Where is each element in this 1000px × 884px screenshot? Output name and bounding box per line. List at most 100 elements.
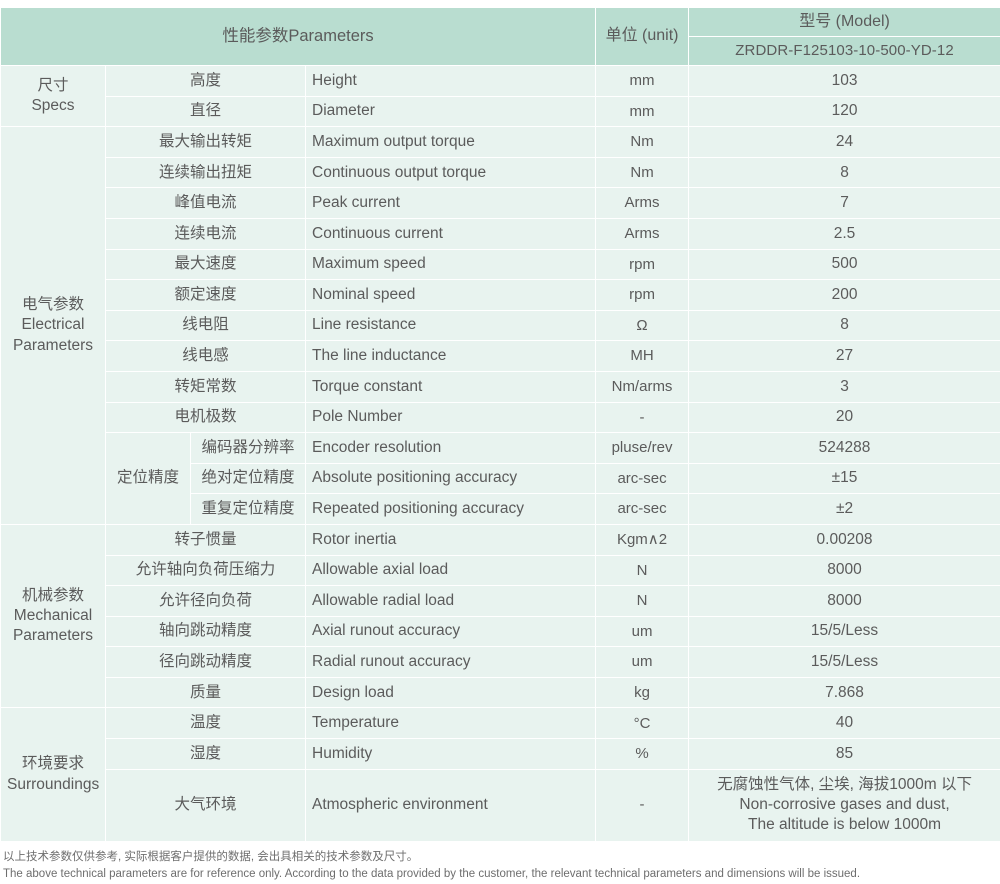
param-name-en: Peak current <box>306 188 596 219</box>
param-name-cn: 线电阻 <box>106 310 306 341</box>
footnote-cn: 以上技术参数仅供参考, 实际根据客户提供的数据, 会出具相关的技术参数及尺寸。 <box>3 849 1000 867</box>
param-unit: Nm <box>596 157 689 188</box>
group-label-mechanical: 机械参数 Mechanical Parameters <box>1 524 106 708</box>
param-value: 20 <box>689 402 1000 433</box>
param-value: 7 <box>689 188 1000 219</box>
table-row: 径向跳动精度 Radial runout accuracy um 15/5/Le… <box>1 647 1000 678</box>
param-unit: mm <box>596 96 689 127</box>
param-name-en: Design load <box>306 677 596 708</box>
table-row: 电机极数 Pole Number - 20 <box>1 402 1000 433</box>
param-name-en: Nominal speed <box>306 280 596 311</box>
param-name-en: Torque constant <box>306 371 596 402</box>
param-unit: N <box>596 555 689 586</box>
table-row: 允许径向负荷 Allowable radial load N 8000 <box>1 586 1000 617</box>
param-name-cn: 湿度 <box>106 739 306 770</box>
param-value: 40 <box>689 708 1000 739</box>
param-name-cn: 温度 <box>106 708 306 739</box>
header-row-1: 性能参数Parameters 单位 (unit) 型号 (Model) <box>1 8 1000 37</box>
table-row: 尺寸 Specs 高度 Height mm 103 <box>1 66 1000 97</box>
param-name-en: Temperature <box>306 708 596 739</box>
param-name-cn: 最大速度 <box>106 249 306 280</box>
param-name-cn: 绝对定位精度 <box>191 463 306 494</box>
param-unit: - <box>596 769 689 841</box>
param-name-cn: 允许径向负荷 <box>106 586 306 617</box>
table-row: 连续输出扭矩 Continuous output torque Nm 8 <box>1 157 1000 188</box>
header-model-label: 型号 (Model) <box>689 8 1000 37</box>
param-value: 524288 <box>689 433 1000 464</box>
param-unit: um <box>596 616 689 647</box>
table-row: 线电感 The line inductance MH 27 <box>1 341 1000 372</box>
param-value: 15/5/Less <box>689 616 1000 647</box>
table-row: 电气参数 Electrical Parameters 最大输出转矩 Maximu… <box>1 127 1000 158</box>
table-row: 额定速度 Nominal speed rpm 200 <box>1 280 1000 311</box>
param-value-atmosphere: 无腐蚀性气体, 尘埃, 海拔1000m 以下 Non-corrosive gas… <box>689 769 1000 841</box>
param-name-cn: 转矩常数 <box>106 371 306 402</box>
table-row: 连续电流 Continuous current Arms 2.5 <box>1 218 1000 249</box>
table-row: 直径 Diameter mm 120 <box>1 96 1000 127</box>
param-name-en: Allowable axial load <box>306 555 596 586</box>
param-name-en: Height <box>306 66 596 97</box>
param-value: 24 <box>689 127 1000 158</box>
param-unit: °C <box>596 708 689 739</box>
param-name-en: Atmospheric environment <box>306 769 596 841</box>
param-unit: Arms <box>596 188 689 219</box>
param-name-cn: 线电感 <box>106 341 306 372</box>
group-label-en: Specs <box>31 97 74 114</box>
param-name-cn: 径向跳动精度 <box>106 647 306 678</box>
header-parameters: 性能参数Parameters <box>1 8 596 66</box>
param-unit: rpm <box>596 249 689 280</box>
param-name-cn: 重复定位精度 <box>191 494 306 525</box>
param-value: 8 <box>689 310 1000 341</box>
group-label-cn: 机械参数 <box>22 587 84 604</box>
group-label-specs: 尺寸 Specs <box>1 66 106 127</box>
param-name-en: Maximum output torque <box>306 127 596 158</box>
param-value: ±2 <box>689 494 1000 525</box>
param-name-en: Line resistance <box>306 310 596 341</box>
group-label-cn: 电气参数 <box>22 296 84 313</box>
param-value: 8 <box>689 157 1000 188</box>
param-name-cn: 最大输出转矩 <box>106 127 306 158</box>
table-row: 定位精度 编码器分辨率 Encoder resolution pluse/rev… <box>1 433 1000 464</box>
param-unit: Kgm∧2 <box>596 524 689 555</box>
param-name-en: Humidity <box>306 739 596 770</box>
param-unit: Arms <box>596 218 689 249</box>
group-label-en: Parameters <box>13 337 93 354</box>
param-unit: um <box>596 647 689 678</box>
param-unit: Ω <box>596 310 689 341</box>
group-label-en: Electrical <box>22 316 85 333</box>
param-name-en: Encoder resolution <box>306 433 596 464</box>
param-unit: % <box>596 739 689 770</box>
table-row: 允许轴向负荷压缩力 Allowable axial load N 8000 <box>1 555 1000 586</box>
atmosphere-line-3: The altitude is below 1000m <box>695 815 994 835</box>
param-name-cn: 编码器分辨率 <box>191 433 306 464</box>
table-header: 性能参数Parameters 单位 (unit) 型号 (Model) ZRDD… <box>1 8 1000 66</box>
param-name-cn: 峰值电流 <box>106 188 306 219</box>
table-row-atmosphere: 大气环境 Atmospheric environment - 无腐蚀性气体, 尘… <box>1 769 1000 841</box>
param-name-cn: 电机极数 <box>106 402 306 433</box>
param-unit: mm <box>596 66 689 97</box>
param-name-en: Pole Number <box>306 402 596 433</box>
param-name-cn: 连续输出扭矩 <box>106 157 306 188</box>
param-value: 8000 <box>689 586 1000 617</box>
param-name-cn: 轴向跳动精度 <box>106 616 306 647</box>
param-name-en: Radial runout accuracy <box>306 647 596 678</box>
param-unit: arc-sec <box>596 463 689 494</box>
param-name-en: Maximum speed <box>306 249 596 280</box>
param-name-en: Absolute positioning accuracy <box>306 463 596 494</box>
param-unit: N <box>596 586 689 617</box>
param-value: ±15 <box>689 463 1000 494</box>
param-name-en: Continuous output torque <box>306 157 596 188</box>
param-value: 3 <box>689 371 1000 402</box>
param-unit: Nm <box>596 127 689 158</box>
header-model-value: ZRDDR-F125103-10-500-YD-12 <box>689 37 1000 66</box>
param-name-cn: 允许轴向负荷压缩力 <box>106 555 306 586</box>
table-row: 环境要求 Surroundings 温度 Temperature °C 40 <box>1 708 1000 739</box>
group-label-cn: 尺寸 <box>37 77 68 94</box>
param-name-en: Axial runout accuracy <box>306 616 596 647</box>
param-value: 15/5/Less <box>689 647 1000 678</box>
group-label-cn: 环境要求 <box>22 755 84 772</box>
param-name-en: Diameter <box>306 96 596 127</box>
param-name-en: Allowable radial load <box>306 586 596 617</box>
subgroup-label-positioning-accuracy: 定位精度 <box>106 433 191 525</box>
